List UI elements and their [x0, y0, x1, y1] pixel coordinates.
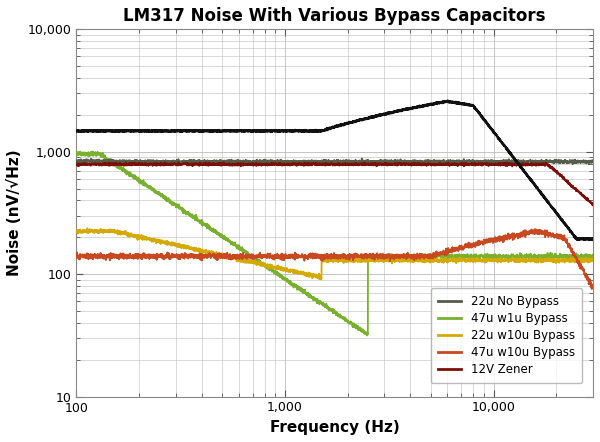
Y-axis label: Noise (nV/√Hz): Noise (nV/√Hz): [7, 150, 22, 276]
Legend: 22u No Bypass, 47u w1u Bypass, 22u w10u Bypass, 47u w10u Bypass, 12V Zener: 22u No Bypass, 47u w1u Bypass, 22u w10u …: [431, 288, 582, 383]
Title: LM317 Noise With Various Bypass Capacitors: LM317 Noise With Various Bypass Capacito…: [124, 7, 546, 25]
X-axis label: Frequency (Hz): Frequency (Hz): [270, 420, 400, 435]
